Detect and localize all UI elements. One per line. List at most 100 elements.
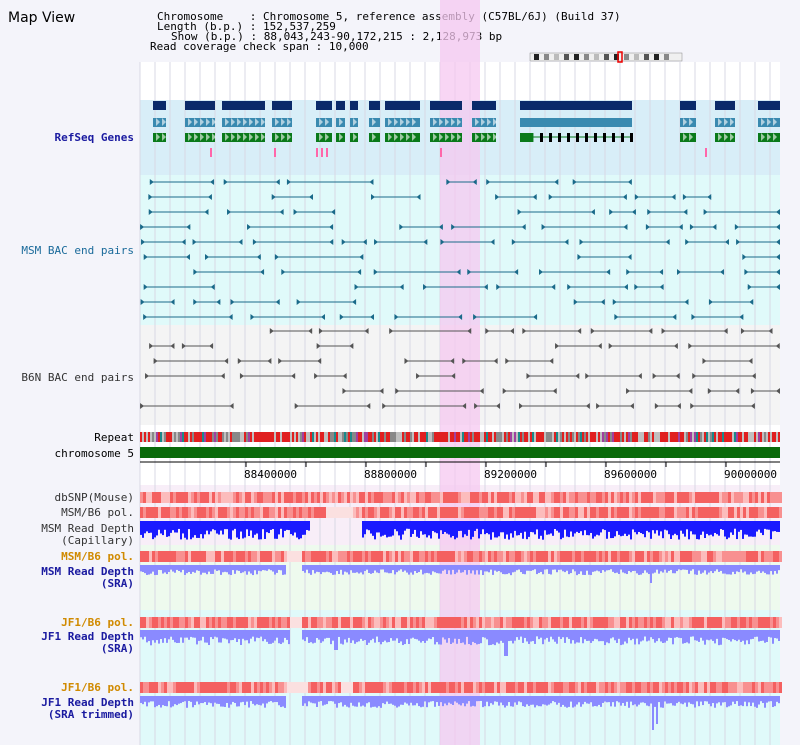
gene-exon bbox=[585, 133, 588, 142]
read-depth-bar bbox=[236, 565, 238, 571]
read-depth-bar bbox=[534, 630, 536, 644]
read-depth-bar bbox=[272, 630, 274, 643]
msm-bac-pair-end bbox=[647, 209, 652, 215]
msm-bac-pair-end bbox=[472, 179, 477, 185]
read-depth-bar bbox=[244, 521, 246, 538]
polymorphism-cell bbox=[149, 551, 152, 562]
polymorphism-cell bbox=[422, 551, 425, 562]
polymorphism-cell bbox=[569, 617, 572, 628]
polymorphism-cell bbox=[407, 682, 410, 693]
polymorphism-cell bbox=[407, 507, 410, 518]
read-depth-bar bbox=[450, 696, 452, 704]
read-depth-bar bbox=[332, 565, 334, 575]
polymorphism-cell bbox=[653, 507, 656, 518]
read-depth-bar bbox=[306, 696, 308, 707]
read-depth-bar bbox=[408, 521, 410, 529]
read-depth-bar bbox=[250, 696, 252, 702]
polymorphism-cell bbox=[698, 682, 701, 693]
read-depth-bar bbox=[232, 696, 234, 702]
polymorphism-cell bbox=[590, 507, 593, 518]
polymorphism-cell bbox=[281, 682, 284, 693]
read-depth-bar bbox=[336, 565, 338, 572]
gene-strand-arrow bbox=[287, 133, 291, 141]
polymorphism-cell bbox=[182, 551, 185, 562]
polymorphism-cell bbox=[761, 492, 764, 503]
read-depth-bar bbox=[270, 521, 272, 530]
read-depth-bar bbox=[458, 630, 460, 639]
read-depth-bar bbox=[456, 565, 458, 573]
read-depth-bar bbox=[372, 521, 374, 536]
b6n-bac-pair-end bbox=[692, 373, 697, 379]
read-depth-bar bbox=[158, 630, 160, 644]
b6n-bac-pair-end bbox=[629, 403, 634, 409]
polymorphism-cell bbox=[425, 682, 428, 693]
polymorphism-cell bbox=[482, 551, 485, 562]
read-depth-bar bbox=[204, 521, 206, 535]
read-depth-bar bbox=[588, 521, 590, 536]
polymorphism-cell bbox=[143, 682, 146, 693]
read-depth-bar bbox=[444, 521, 446, 532]
repeat-segment bbox=[686, 432, 688, 442]
read-depth-bar bbox=[734, 521, 736, 529]
read-depth-bar bbox=[282, 630, 284, 643]
polymorphism-cell bbox=[677, 551, 680, 562]
read-depth-bar bbox=[378, 565, 380, 574]
polymorphism-cell bbox=[386, 507, 389, 518]
read-depth-bar bbox=[752, 696, 754, 703]
read-depth-bar bbox=[378, 630, 380, 643]
read-depth-bar bbox=[774, 630, 776, 639]
read-depth-bar bbox=[488, 696, 490, 707]
read-depth-bar bbox=[728, 565, 730, 575]
msm-bac-pair-end bbox=[321, 314, 326, 320]
repeat-segment bbox=[484, 432, 486, 442]
polymorphism-cell bbox=[251, 682, 254, 693]
polymorphism-cell bbox=[659, 551, 662, 562]
repeat-segment bbox=[388, 432, 390, 442]
read-depth-bar bbox=[596, 565, 598, 571]
msm-bac-pair-end bbox=[612, 299, 617, 305]
read-depth-bar bbox=[586, 565, 588, 571]
polymorphism-cell bbox=[599, 507, 602, 518]
read-depth-bar bbox=[418, 521, 420, 538]
read-depth-bar bbox=[778, 565, 780, 571]
polymorphism-cell bbox=[311, 492, 314, 503]
polymorphism-cell bbox=[515, 617, 518, 628]
polymorphism-cell bbox=[413, 507, 416, 518]
read-depth-bar bbox=[580, 696, 582, 707]
polymorphism-cell bbox=[521, 507, 524, 518]
read-depth-bar bbox=[170, 521, 172, 533]
read-depth-bar bbox=[486, 630, 488, 640]
polymorphism-cell bbox=[680, 682, 683, 693]
repeat-segment bbox=[732, 432, 734, 442]
repeat-segment bbox=[306, 432, 308, 442]
polymorphism-cell bbox=[632, 617, 635, 628]
polymorphism-cell bbox=[158, 617, 161, 628]
read-depth-bar bbox=[632, 565, 634, 571]
repeat-segment bbox=[648, 432, 650, 442]
repeat-segment bbox=[640, 432, 642, 442]
read-depth-bar bbox=[508, 521, 510, 540]
polymorphism-cell bbox=[773, 682, 776, 693]
gene-strand-arrow bbox=[412, 118, 416, 126]
read-depth-bar bbox=[424, 565, 426, 574]
read-depth-bar bbox=[242, 630, 244, 639]
repeat-segment bbox=[234, 432, 236, 442]
repeat-segment bbox=[580, 432, 582, 442]
read-depth-bar bbox=[706, 630, 708, 640]
read-depth-bar bbox=[146, 696, 148, 707]
read-depth-bar bbox=[598, 521, 600, 536]
repeat-segment bbox=[610, 432, 612, 442]
read-depth-bar bbox=[526, 630, 528, 642]
read-depth-bar bbox=[714, 630, 716, 644]
polymorphism-cell bbox=[149, 507, 152, 518]
repeat-segment bbox=[760, 432, 762, 442]
read-depth-bar bbox=[774, 521, 776, 532]
read-depth-bar bbox=[186, 696, 188, 708]
read-depth-bar bbox=[520, 565, 522, 573]
polymorphism-cell bbox=[749, 682, 752, 693]
read-depth-bar bbox=[744, 565, 746, 572]
polymorphism-cell bbox=[251, 492, 254, 503]
polymorphism-cell bbox=[314, 492, 317, 503]
read-depth-bar bbox=[154, 521, 156, 538]
